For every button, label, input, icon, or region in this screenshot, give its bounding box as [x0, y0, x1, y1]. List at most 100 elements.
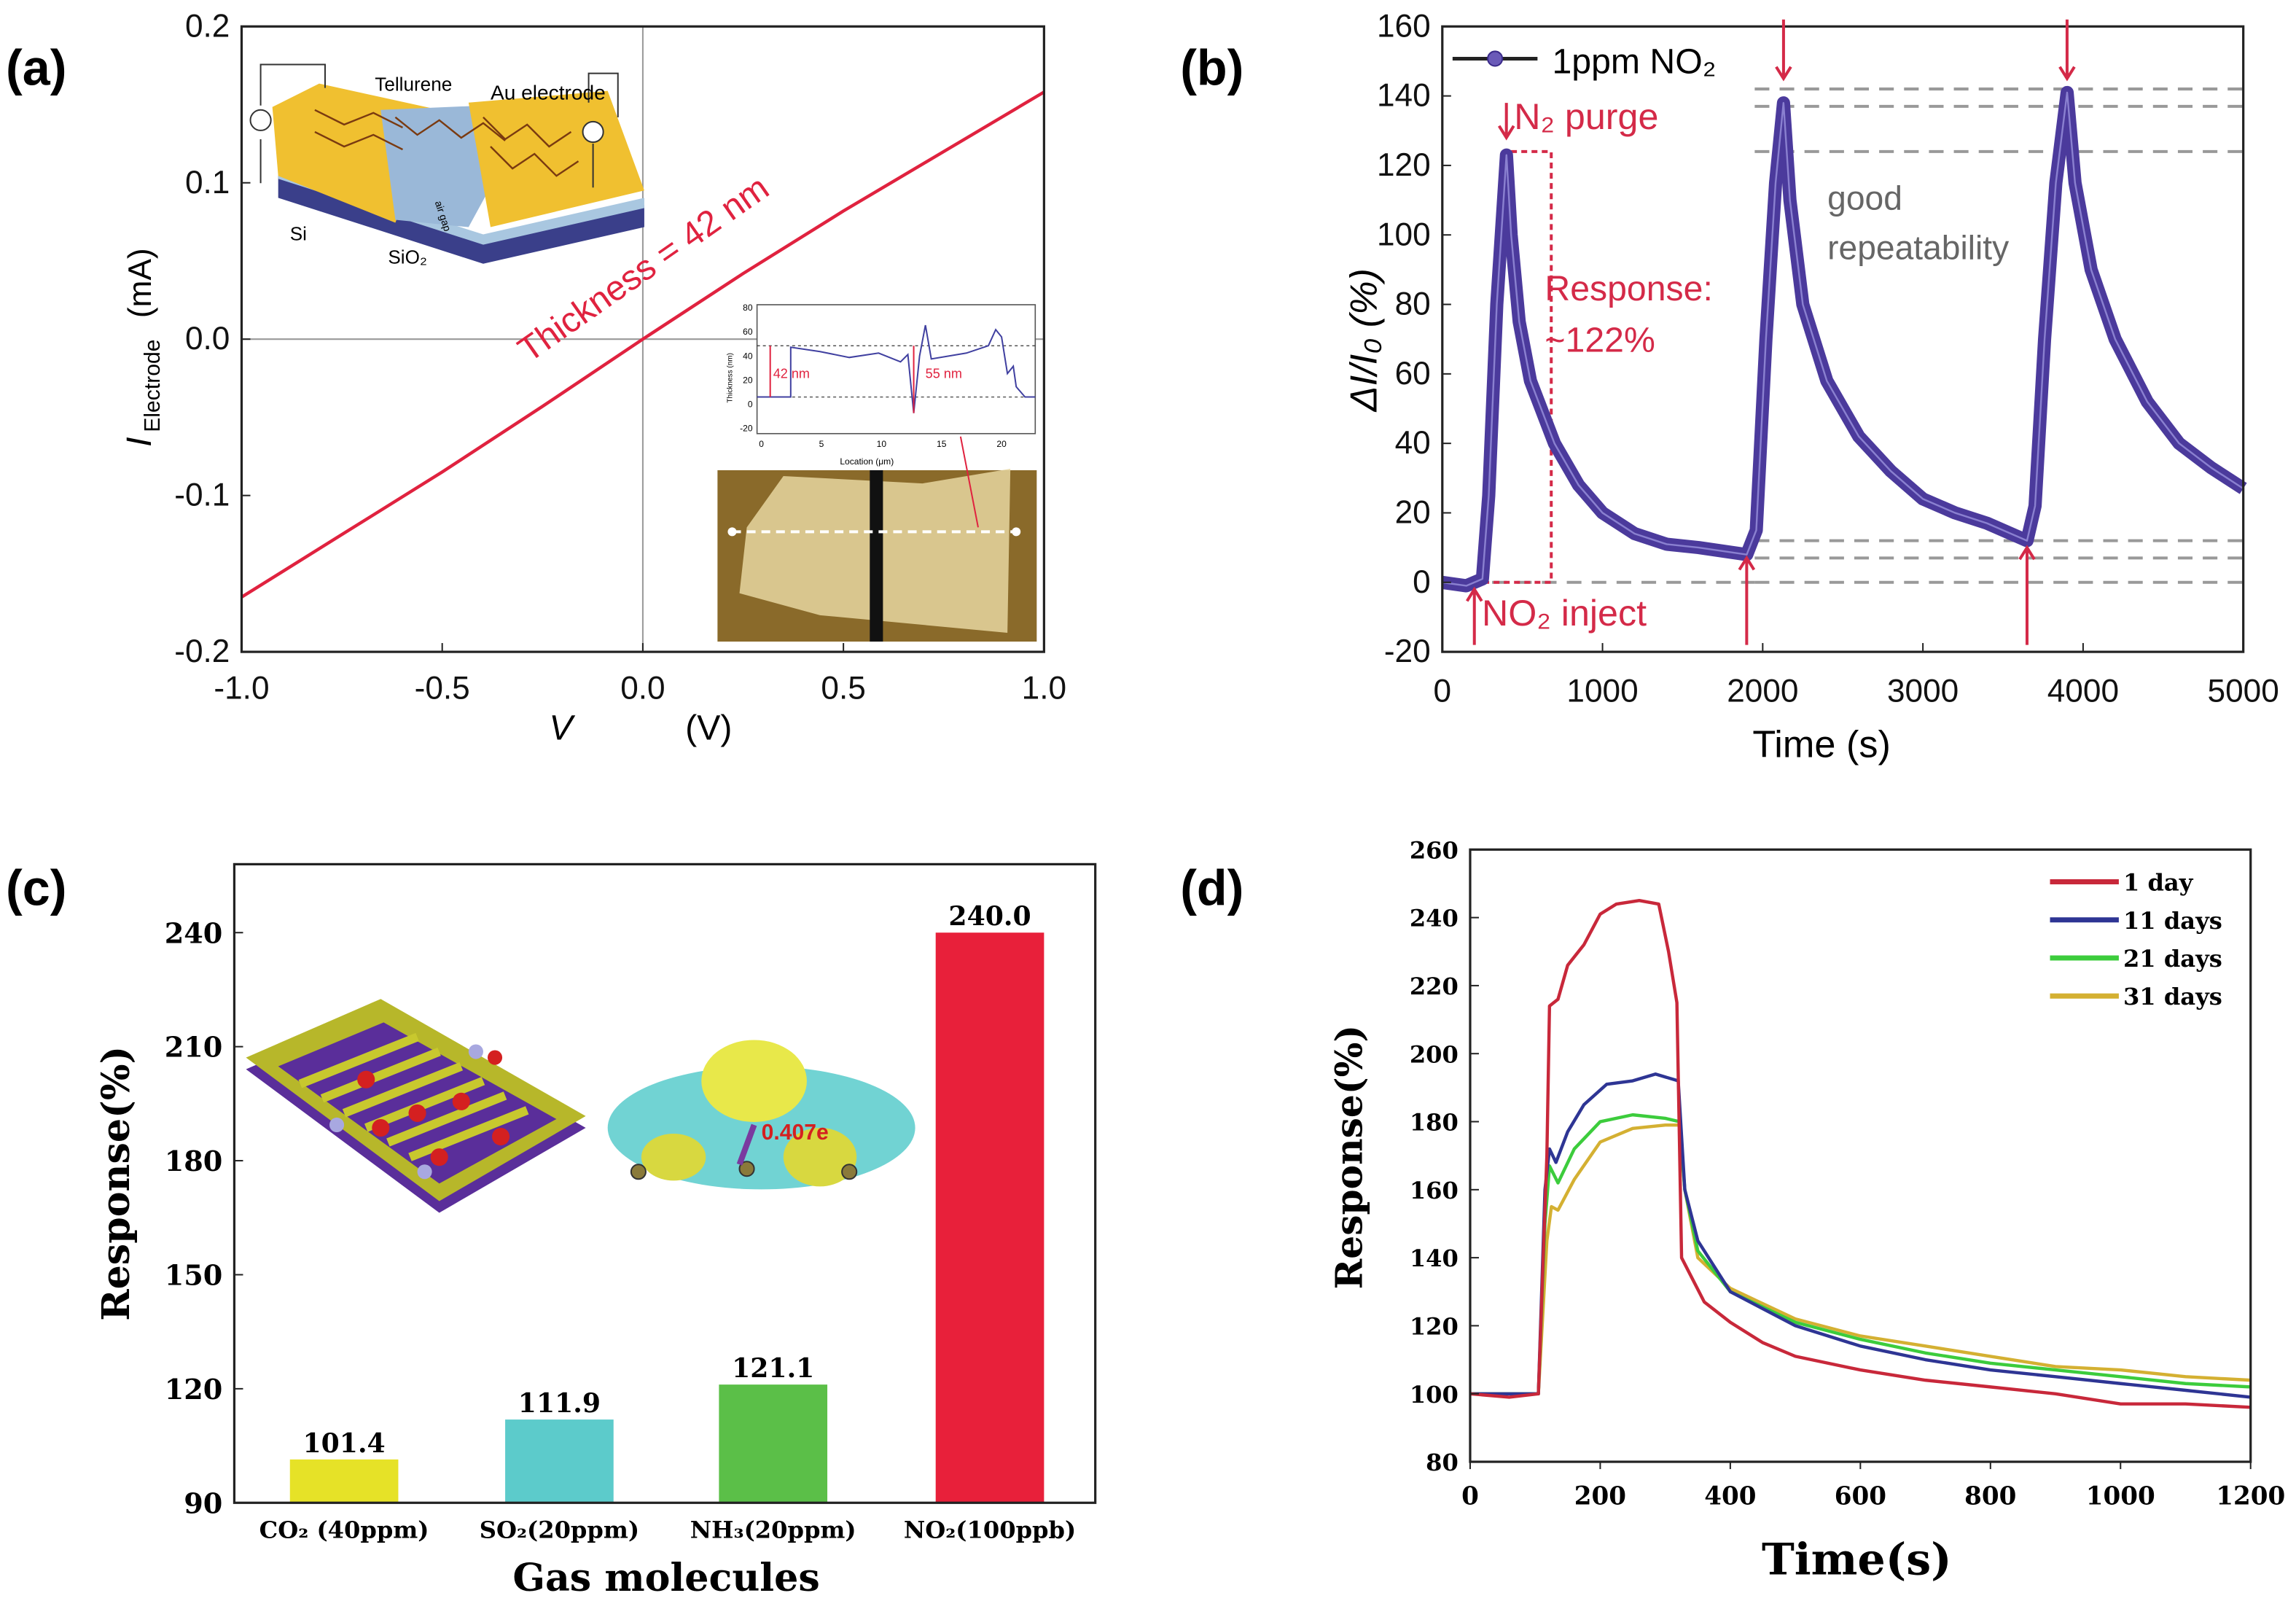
- legend-entry: 31 days: [2123, 983, 2222, 1010]
- response-bracket: [1442, 149, 1553, 584]
- y-tick-label: 120: [165, 1373, 223, 1406]
- label-si: Si: [290, 223, 307, 245]
- x-category-label: NH₃(20ppm): [690, 1516, 856, 1543]
- y-tick-label: 160: [1377, 8, 1431, 44]
- y-tick-label: 120: [1377, 147, 1431, 183]
- gas-sensor-device-image: [246, 999, 586, 1213]
- charge-transfer-annotation: 0.407e: [762, 1121, 829, 1145]
- x-tick-label: -0.5: [415, 670, 470, 706]
- profile-y-tick-label: 40: [743, 351, 753, 361]
- bar-data-label: 121.1: [732, 1352, 814, 1384]
- n2-purge-arrow: [2058, 19, 2076, 82]
- legend-marker: [1487, 50, 1504, 67]
- y-tick-label: 210: [165, 1031, 223, 1064]
- panel-label-a: (a): [6, 41, 66, 96]
- panel-d-chart: 80 100 120 140 160 180 200 220 240 260 0 200 400 600 8…: [1327, 836, 2285, 1585]
- y-tick-label: 80: [1395, 287, 1431, 322]
- x-axis-label: Time(s): [1762, 1534, 1952, 1586]
- x-tick-label: 600: [1835, 1481, 1886, 1511]
- x-tick-label: 1200: [2216, 1481, 2285, 1511]
- y-tick-label: 140: [1410, 1244, 1459, 1272]
- y-tick-label: 20: [1395, 495, 1431, 531]
- bar-data-label: 101.4: [302, 1427, 385, 1459]
- thickness-profile-inset: 80 60 40 20 0 -20 0 5 10 15 20 42 nm 55 nm Thickn…: [726, 303, 1036, 467]
- no2-inject-arrow: [1738, 555, 1756, 645]
- x-tick-label: 1000: [1566, 673, 1638, 709]
- legend: 1 day 11 days 21 days 31 days: [2050, 869, 2222, 1010]
- x-tick-label: 1000: [2086, 1481, 2155, 1511]
- x-category-label: NO₂(100ppb): [904, 1516, 1076, 1543]
- y-tick-label: 220: [1410, 973, 1459, 1000]
- y-tick-label: 40: [1395, 425, 1431, 461]
- afm-image: [717, 436, 1037, 642]
- y-tick-label: -0.2: [174, 634, 230, 669]
- x-tick-label: 3000: [1887, 673, 1959, 709]
- bar: [505, 1419, 614, 1503]
- y-tick-label: 150: [165, 1259, 223, 1292]
- panel-label-b: (b): [1180, 41, 1243, 96]
- no2-inject-arrow: [2018, 545, 2036, 645]
- annotation-good: good: [1827, 179, 1902, 217]
- no2-inject-arrow: [1466, 586, 1483, 645]
- x-axis-label-var: V: [549, 709, 575, 748]
- y-axis-label: Response(%): [94, 1046, 138, 1321]
- y-tick-label: 100: [1410, 1381, 1459, 1409]
- annotation-repeatability: repeatability: [1827, 229, 2009, 267]
- iv-curve-line: [241, 90, 1045, 599]
- x-tick-label: 800: [1964, 1481, 2016, 1511]
- legend-entry: 21 days: [2123, 945, 2222, 973]
- bar: [935, 932, 1044, 1503]
- y-axis-label: Response(%): [1327, 1025, 1370, 1290]
- x-tick-label: 5000: [2208, 673, 2279, 709]
- profile-y-tick-label: 60: [743, 327, 753, 337]
- label-sio2: SiO₂: [388, 246, 427, 268]
- x-category-label: SO₂(20ppm): [480, 1516, 639, 1543]
- y-tick-label: 200: [1410, 1040, 1459, 1068]
- series-line-1-day: [1469, 898, 2251, 1409]
- y-tick-label: 80: [1426, 1449, 1459, 1476]
- y-axis-label: ΔI/I₀ (%): [1343, 268, 1385, 413]
- x-tick-label: 400: [1704, 1481, 1756, 1511]
- label-au-electrode: Au electrode: [491, 82, 606, 104]
- legend-entry: 1 day: [2123, 869, 2194, 897]
- y-tick-label: 180: [165, 1145, 223, 1177]
- panel-c-chart: 101.4 CO₂ (40ppm) 111.9 SO₂(20ppm) 121.1 NH₃(…: [94, 862, 1097, 1600]
- legend: 1ppm NO₂: [1452, 42, 1716, 82]
- x-tick-label: 1.0: [1022, 670, 1066, 706]
- y-tick-label: 0.0: [185, 321, 230, 357]
- sensor-response-curve-highlight: [1442, 91, 2244, 587]
- y-tick-label: 240: [1410, 905, 1459, 932]
- profile-ylabel: Thickness (nm): [726, 353, 734, 403]
- x-tick-label: 0.5: [821, 670, 865, 706]
- y-tick-label: 140: [1377, 78, 1431, 114]
- x-tick-label: 0.0: [620, 670, 665, 706]
- bar: [719, 1384, 828, 1503]
- bar-data-label: 111.9: [518, 1387, 601, 1419]
- y-tick-label: 240: [165, 916, 223, 949]
- label-tellurene: Tellurene: [375, 74, 452, 96]
- y-tick-label: 100: [1377, 217, 1431, 252]
- profile-annotation-55nm: 55 nm: [926, 366, 962, 381]
- series-line-11-days: [1469, 1072, 2251, 1399]
- x-tick-label: 0: [1461, 1481, 1479, 1511]
- device-schematic-image: Tellurene Au electrode Si SiO₂ air gap: [249, 63, 644, 268]
- y-tick-label: 260: [1410, 836, 1459, 864]
- x-tick-label: 0: [1434, 673, 1452, 709]
- profile-annotation-42nm: 42 nm: [773, 366, 810, 381]
- y-axis-label-unit: (mA): [122, 248, 158, 318]
- profile-x-tick-label: 5: [819, 439, 824, 449]
- series-line-31-days: [1469, 1123, 2251, 1396]
- y-tick-label: 180: [1410, 1109, 1459, 1137]
- x-axis-label-unit: (V): [685, 709, 732, 748]
- n2-purge-arrow: [1497, 103, 1515, 141]
- series-line-21-days: [1469, 1113, 2251, 1396]
- annotation-n2-purge: N₂ purge: [1514, 96, 1658, 137]
- x-tick-label: 200: [1574, 1481, 1626, 1511]
- profile-y-tick-label: 20: [743, 375, 753, 385]
- x-axis-label: Gas molecules: [512, 1556, 819, 1600]
- n2-purge-arrow: [1775, 19, 1792, 82]
- plot-frame: [233, 862, 1097, 1504]
- profile-x-tick-label: 15: [937, 439, 947, 449]
